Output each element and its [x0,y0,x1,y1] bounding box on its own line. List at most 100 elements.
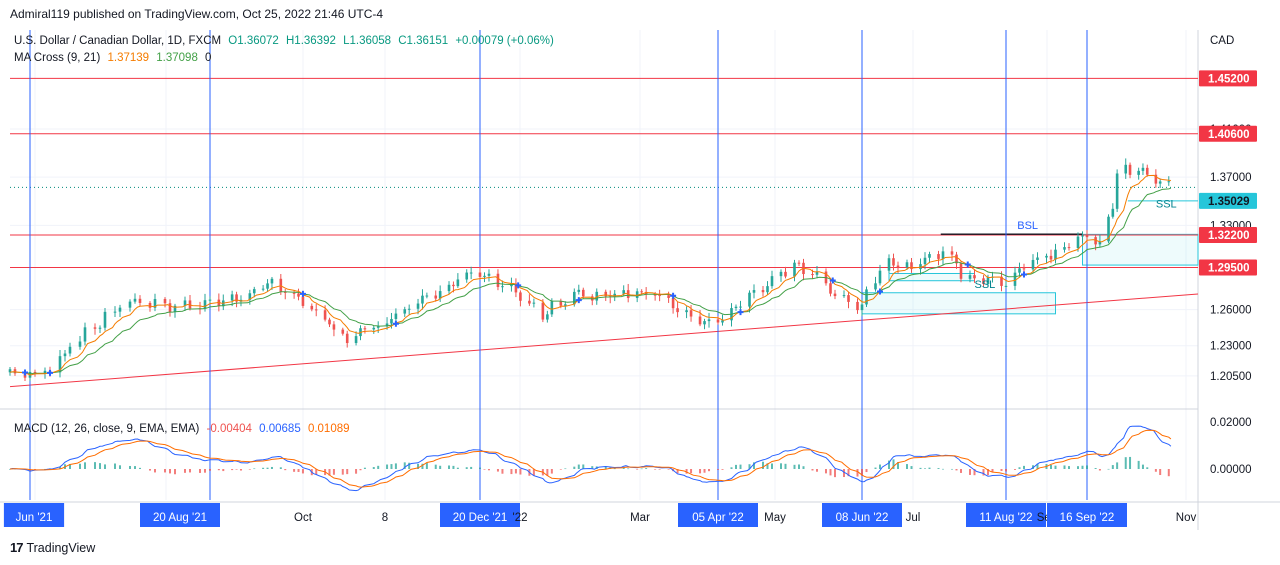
candle-body [385,323,389,327]
candle-body [438,291,442,299]
candle-body [283,291,287,293]
macd-hist-bar [753,462,755,469]
time-label-9: May [764,512,786,524]
macd-hist-bar [119,465,121,469]
time-label-12: 11 Aug '22 [979,512,1032,524]
ma-slow-line [9,187,1172,375]
macd-hist-bar [174,469,176,475]
annotation-ssl-1: SSL [975,279,996,291]
macd-hist-bar [284,469,287,471]
candle-body [874,283,877,290]
candle-body [514,283,518,293]
ma-legend[interactable]: MA Cross (9, 21) 1.37139 1.37098 0 [14,52,215,64]
macd-hist-bar [829,469,832,476]
macd-hist-bar [811,469,814,471]
macd-hist-bar [780,463,782,469]
candle-body [248,293,252,300]
macd-hist-bar [1063,465,1066,469]
candle-body [1154,174,1158,184]
candle-body [892,258,895,266]
ssl-zone-2 [1082,233,1199,266]
macd-hist-bar [1014,469,1016,470]
candle-body [1063,247,1066,250]
annotation-ssl-2: SSL [1156,198,1177,210]
candle-body [310,305,314,310]
candle-body [1013,272,1017,286]
candle-body [752,290,756,293]
macd-hist-bar [613,468,616,470]
current-price-label: 1.35029 [1208,196,1250,208]
candle-body [297,293,300,297]
candle-body [937,254,940,259]
macd-hist-bar [654,469,657,470]
candle-body [955,254,958,264]
liquidity-zones [861,200,1199,315]
candle-body [550,301,554,315]
candle-body [766,286,769,293]
macd-hist-bar [94,462,96,469]
macd-hist-bar [114,463,116,469]
macd-legend[interactable]: MACD (12, 26, close, 9, EMA, EMA) -0.004… [14,423,354,435]
macd-hist-bar [856,469,859,477]
candle-body [779,271,783,277]
candle-body [456,279,460,287]
macd-hist-bar [1116,462,1119,469]
tradingview-logo-text: TradingView [26,540,96,555]
macd-hist-bar [717,469,719,470]
candle-body [986,277,990,285]
candle-body [829,283,832,294]
ma-slow-value: 1.37098 [156,52,198,64]
candle-body [1141,167,1145,171]
macd-hist-bar [434,464,437,469]
candle-body [332,324,336,330]
macd-hist-bar [1167,469,1170,477]
tradingview-logo[interactable]: 17 TradingView [10,540,95,555]
macd-hist-bar [1023,465,1025,469]
macd-hist-bar [425,463,428,469]
candle-body [644,291,648,295]
macd-hist-bar [231,469,234,471]
macd-hist-bar [104,464,106,469]
candle-body [487,273,491,276]
candle-body [235,294,238,302]
symbol-legend[interactable]: U.S. Dollar / Canadian Dollar, 1D, FXCM … [14,35,558,47]
time-highlight-bg-2 [140,503,220,527]
candle-body [1137,170,1140,175]
macd-hist-bar [99,463,101,469]
candle-body [1036,257,1039,260]
macd-hist-bar [604,466,607,469]
macd-hist-bar [910,466,913,469]
candle-body [982,278,985,285]
candle-body [721,320,724,323]
candle-body [784,271,787,277]
currency-label: CAD [1210,35,1234,47]
time-label-3: Oct [294,512,313,524]
macd-hist-bar [991,469,994,473]
macd-hist-bar [403,462,406,469]
candle-body [842,295,846,297]
macd-hist-bar [139,467,141,469]
candle-body [168,303,172,313]
axes: CAD1.205001.230001.260001.295001.330001.… [0,35,1280,527]
candle-body [376,326,380,328]
macd-signal-line [9,429,1172,488]
candle-body [113,311,117,313]
ohlc-high: H1.36392 [286,35,336,47]
candle-body [261,288,265,290]
macd-hist-bar [394,463,397,469]
candle-body [595,291,599,301]
candle-body [811,274,814,276]
candle-body [1085,235,1089,238]
macd-hist-bar [262,467,265,469]
time-highlight-bg-12 [966,503,1046,527]
macd-hist-bar [1137,460,1140,469]
time-highlight-bg-8 [678,503,758,527]
macd-hist-bar [44,468,46,470]
time-label-7: Mar [630,512,650,524]
macd-hist-bar [266,467,269,469]
macd-hist-bar [708,469,711,472]
time-label-8: 05 Apr '22 [692,512,743,524]
ma-cross-marker [299,290,306,297]
candle-body [564,304,567,306]
